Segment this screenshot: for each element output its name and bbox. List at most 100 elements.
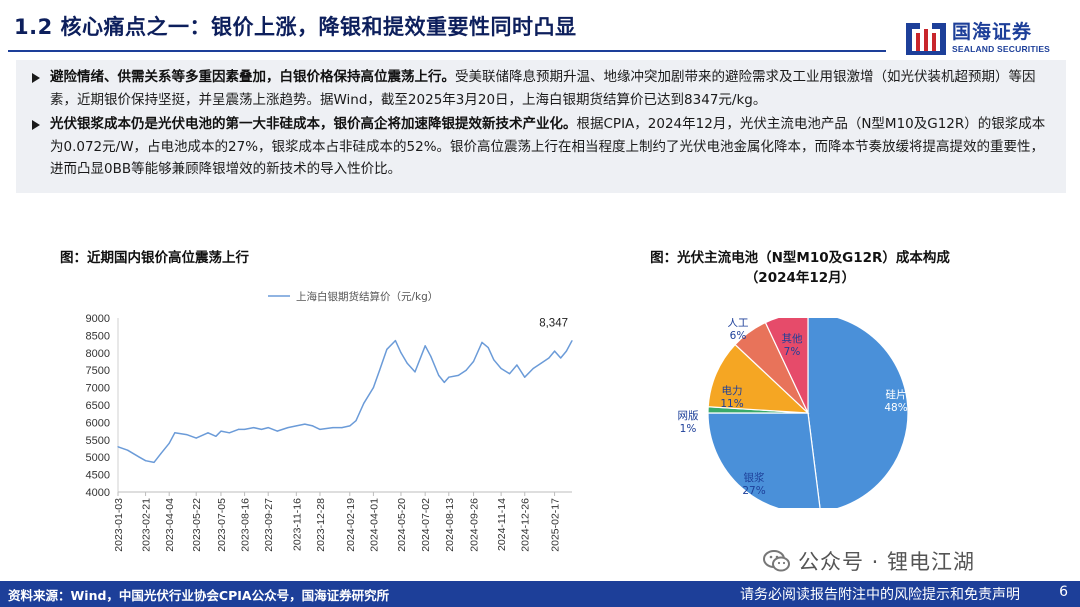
pie-title-line2: （2024年12月）: [744, 270, 856, 286]
x-tick-label: 2023-12-28: [315, 498, 327, 552]
data-point: [359, 411, 361, 413]
silver-price-line-chart: 上海白银期货结算价（元/kg） 9000 8500 8000 7500 7000 6500 6…: [86, 290, 573, 552]
data-point: [349, 425, 351, 427]
end-value-label: 8,347: [539, 318, 568, 330]
pie-slice-name-label: 其他: [782, 332, 803, 345]
data-point: [524, 376, 526, 378]
data-point: [332, 427, 334, 429]
x-tick-label: 2023-01-03: [113, 498, 125, 552]
data-point: [138, 456, 140, 458]
y-tick-label: 4500: [86, 470, 110, 482]
source-note: 资料来源：Wind，中国光伏行业协会CPIA公众号，国海证券研究所: [8, 588, 390, 603]
data-point: [487, 346, 489, 349]
data-point: [312, 425, 314, 427]
data-point: [448, 376, 450, 378]
data-point: [438, 374, 440, 377]
y-tick-label: 5000: [86, 452, 110, 464]
data-point: [372, 387, 375, 389]
data-point: [153, 461, 155, 464]
data-point: [195, 437, 197, 439]
pie-slice-value-label: 11%: [720, 398, 743, 410]
triangle-bullet-icon: [32, 120, 40, 130]
logo-mark-icon: [906, 23, 946, 55]
y-tick-label: 5500: [86, 435, 110, 447]
x-tick-label: 2023-11-16: [291, 498, 303, 551]
data-point: [560, 357, 562, 359]
page-title: 1.2 核心痛点之一：银价上涨，降银和提效重要性同时凸显: [14, 15, 577, 39]
data-point: [394, 340, 396, 342]
summary-box: 避险情绪、供需关系等多重因素叠加，白银价格保持高位震荡上行。受美联储降息预期升温…: [16, 60, 1066, 193]
x-tick-label: 2023-07-05: [216, 498, 228, 552]
y-tick-label: 9000: [86, 313, 110, 325]
pie-slice-银浆: [707, 412, 821, 508]
data-point: [267, 427, 269, 429]
x-tick-label: 2023-02-21: [141, 498, 153, 552]
data-point: [126, 449, 129, 451]
pie-slice-其他: [764, 318, 809, 414]
data-point: [565, 350, 567, 352]
wechat-icon: [763, 550, 790, 572]
x-tick-label: 2024-02-19: [345, 498, 357, 552]
pie-slice-name-label: 硅片: [886, 388, 907, 401]
triangle-bullet-icon: [32, 73, 40, 83]
x-tick-label: 2024-07-02: [420, 498, 432, 552]
y-tick-label: 8000: [86, 348, 110, 360]
data-point: [168, 442, 170, 444]
data-point: [516, 364, 518, 366]
pie-slice-name-label: 网版: [678, 409, 699, 422]
disclaimer-text: 请务必阅读报告附注中的风险提示和免责声明: [740, 587, 1020, 603]
line-chart-title: 图：近期国内银价高位震荡上行: [60, 250, 249, 266]
pie-slice-电力: [707, 343, 810, 414]
data-point: [228, 432, 230, 434]
pie-slice-value-label: 1%: [680, 423, 697, 435]
data-point: [472, 360, 475, 363]
x-tick-label: 2024-05-20: [396, 498, 408, 552]
data-point: [532, 367, 534, 370]
data-point: [571, 340, 573, 342]
data-point: [220, 430, 222, 432]
data-point: [548, 357, 550, 359]
page-number: 6: [1059, 584, 1068, 600]
company-logo: 国海证券 SEALAND SECURITIES: [906, 17, 1074, 59]
pie-slice-name-label: 人工: [728, 318, 749, 329]
x-tick-label: 2023-05-22: [191, 498, 203, 552]
data-point: [493, 359, 495, 361]
bullet-body-text: 受美联储降息预期升温、地缘冲突加剧带来的避险需求及工业用银激增（如光伏装机超预期…: [50, 69, 1036, 108]
bullet-lead-text: 光伏银浆成本仍是光伏电池的第一大非硅成本，银价高企将加速降银提效新技术产业化。: [50, 116, 577, 132]
data-point: [243, 428, 246, 430]
legend-label: 上海白银期货结算价（元/kg）: [296, 290, 438, 303]
data-point: [287, 427, 289, 429]
silver-price-series-line: [117, 339, 573, 464]
data-point: [465, 369, 467, 371]
data-point: [144, 460, 147, 462]
pie-chart-title: 图：光伏主流电池（N型M10及G12R）成本构成 （2024年12月）: [610, 248, 990, 288]
data-point: [319, 428, 321, 430]
pie-title-line1: 图：光伏主流电池（N型M10及G12R）成本构成: [650, 250, 950, 266]
x-tick-label: 2023-08-16: [240, 498, 252, 552]
data-point: [400, 352, 402, 354]
data-point: [174, 432, 176, 434]
data-point: [276, 430, 278, 432]
watermark-text: 公众号 · 锂电江湖: [798, 550, 976, 574]
pie-slice-硅片: [807, 318, 909, 508]
data-point: [363, 402, 365, 404]
data-point: [237, 428, 239, 430]
pie-slice-name-label: 电力: [722, 384, 743, 397]
data-point: [304, 423, 306, 425]
pie-slice-value-label: 27%: [742, 485, 765, 497]
data-point: [457, 374, 459, 377]
pie-slice-value-label: 7%: [784, 346, 801, 358]
data-point: [252, 427, 255, 429]
y-tick-label: 4000: [86, 487, 110, 499]
x-tick-label: 2024-09-26: [469, 498, 481, 552]
data-point: [500, 367, 502, 370]
data-point: [117, 446, 119, 448]
data-point: [443, 381, 445, 383]
y-tick-label: 8500: [86, 330, 110, 342]
bullet-lead-text: 避险情绪、供需关系等多重因素叠加，白银价格保持高位震荡上行。: [50, 69, 455, 85]
data-point: [424, 345, 426, 347]
data-point: [341, 427, 343, 429]
data-point: [186, 433, 188, 436]
pie-slice-value-label: 6%: [730, 330, 747, 342]
x-tick-label: 2024-08-13: [444, 498, 456, 552]
